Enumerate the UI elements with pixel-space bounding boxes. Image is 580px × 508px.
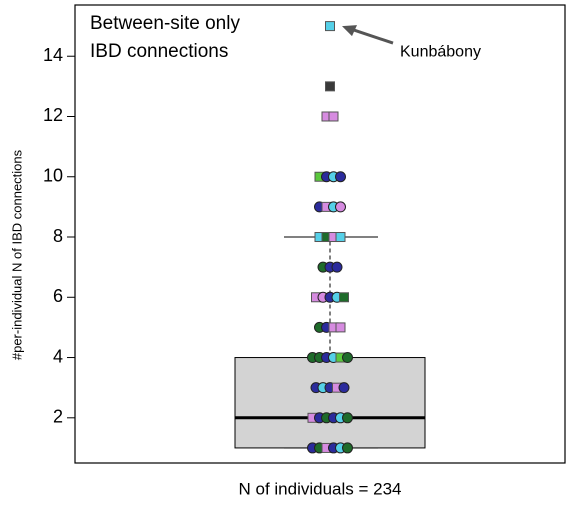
point: [342, 412, 353, 424]
point: [325, 81, 335, 92]
y-tick-label: 14: [43, 45, 63, 65]
point: [342, 442, 353, 454]
y-tick-label: 10: [43, 166, 63, 186]
y-tick-label: 6: [53, 286, 63, 306]
annotation-arrow: [347, 26, 394, 45]
y-tick-label: 2: [53, 407, 63, 427]
point: [342, 352, 353, 364]
point: [331, 261, 343, 273]
point: [328, 111, 339, 122]
point: [335, 201, 346, 213]
annotation-arrowhead: [342, 25, 357, 37]
point: [339, 292, 349, 303]
annotation: Kunbábony: [400, 43, 481, 60]
title-line: IBD connections: [90, 41, 228, 62]
box: [234, 357, 426, 449]
point: [335, 171, 346, 183]
title-line: Between-site only: [90, 13, 240, 34]
y-tick-label: 8: [53, 226, 63, 246]
y-tick-label: 4: [53, 346, 63, 366]
y-axis-label: #per-individual N of IBD connections: [9, 149, 24, 360]
point: [335, 232, 346, 243]
y-tick-label: 12: [43, 105, 63, 125]
x-axis-label: N of individuals = 234: [238, 479, 401, 498]
plot-frame: [74, 4, 566, 464]
point: [338, 382, 350, 394]
point: [325, 21, 335, 32]
point: [335, 322, 346, 333]
